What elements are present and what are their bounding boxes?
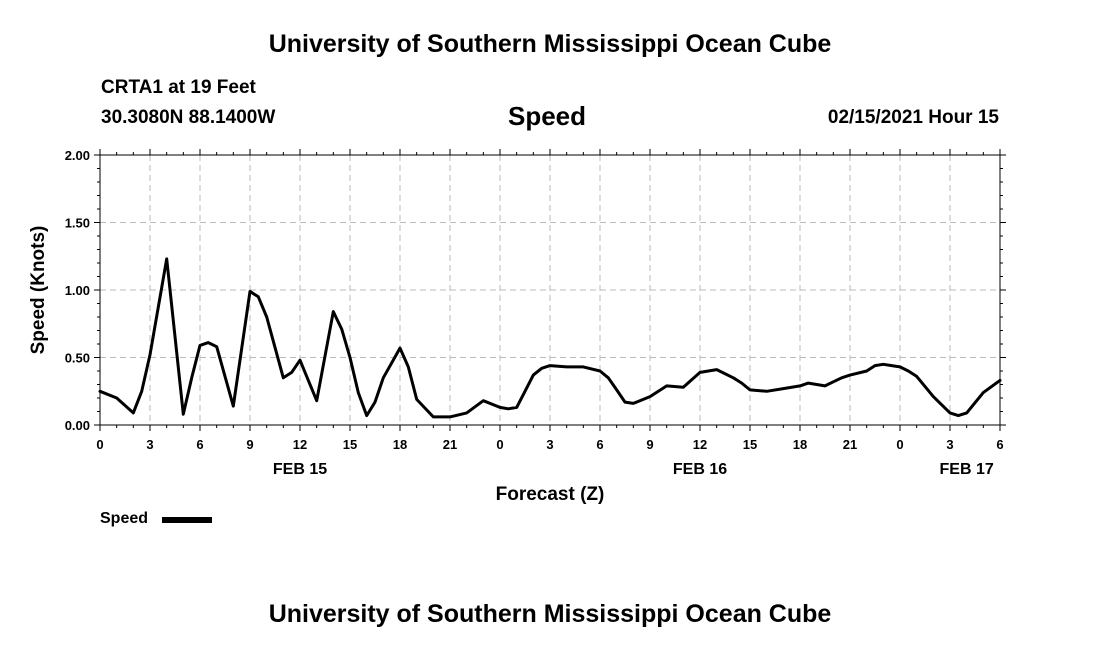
x-tick-label: 21 <box>843 437 857 452</box>
y-tick-label: 0.00 <box>65 418 90 433</box>
x-tick-label: 15 <box>343 437 357 452</box>
x-tick-label: 0 <box>496 437 503 452</box>
y-tick-label: 0.50 <box>65 351 90 366</box>
x-tick-label: 12 <box>293 437 307 452</box>
date-label: FEB 16 <box>673 461 727 478</box>
x-tick-label: 0 <box>896 437 903 452</box>
y-tick-label: 1.00 <box>65 283 90 298</box>
x-tick-label: 3 <box>146 437 153 452</box>
chart-title: University of Southern Mississippi Ocean… <box>268 30 832 58</box>
y-tick-label: 1.50 <box>65 216 90 231</box>
forecast-datetime: 02/15/2021 Hour 15 <box>827 107 999 128</box>
x-tick-label: 0 <box>96 437 103 452</box>
x-tick-label: 6 <box>996 437 1003 452</box>
x-tick-label: 18 <box>393 437 407 452</box>
y-tick-label: 2.00 <box>65 148 90 163</box>
x-tick-label: 6 <box>196 437 203 452</box>
x-tick-label: 9 <box>246 437 253 452</box>
x-tick-label: 12 <box>693 437 707 452</box>
x-tick-label: 3 <box>946 437 953 452</box>
x-tick-label: 21 <box>443 437 457 452</box>
date-label: FEB 15 <box>273 461 327 478</box>
x-tick-label: 9 <box>646 437 653 452</box>
speed-series-line <box>98 257 1002 419</box>
date-label: FEB 17 <box>940 461 994 478</box>
station-coordinates: 30.3080N 88.1400W <box>101 107 276 128</box>
x-tick-label: 3 <box>546 437 553 452</box>
legend-swatch <box>162 517 212 523</box>
legend-label: Speed <box>100 510 149 527</box>
plot-frame <box>99 154 1001 426</box>
footer-title: University of Southern Mississippi Ocean… <box>268 600 832 628</box>
x-tick-label: 15 <box>743 437 757 452</box>
variable-title: Speed <box>508 101 587 131</box>
x-axis-label: Forecast (Z) <box>496 484 605 505</box>
y-axis-label: Speed (Knots) <box>28 226 49 355</box>
x-tick-label: 6 <box>596 437 603 452</box>
station-label: CRTA1 at 19 Feet <box>101 77 256 98</box>
x-tick-label: 18 <box>793 437 807 452</box>
